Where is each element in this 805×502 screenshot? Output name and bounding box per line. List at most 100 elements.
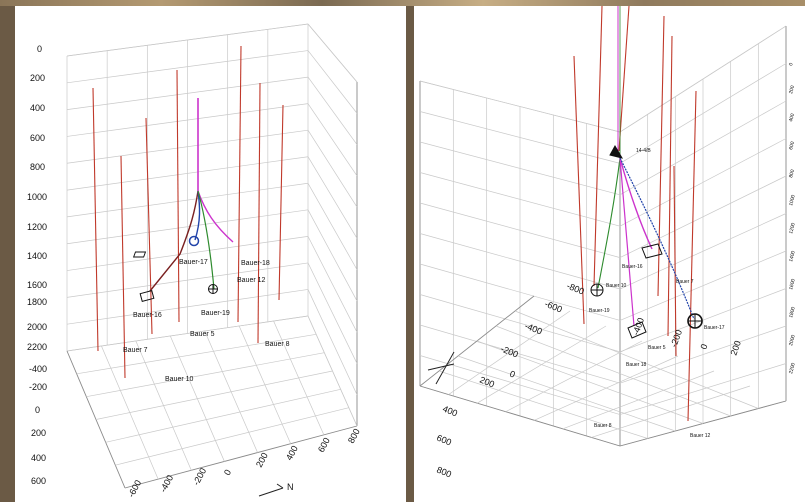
- well-label-bauer-7: Bauer 7: [676, 279, 694, 285]
- right-3d-view[interactable]: 14-4/B Bauer-16 Bauer 7 Bauer 10 Bauer-1…: [414, 6, 805, 502]
- well-label-bauer-19: Bauer-19: [201, 310, 230, 317]
- depth-tick: 1400: [27, 251, 47, 261]
- depth-tick: 1400: [788, 250, 797, 263]
- floor-tick: -200: [668, 328, 684, 348]
- left-trajectories: [149, 98, 234, 292]
- x-tick: -400: [158, 473, 175, 494]
- depth-tick: 2000: [27, 322, 47, 332]
- grid-line: [307, 289, 358, 395]
- right-well-labels: 14-4/B Bauer-16 Bauer 7 Bauer 10 Bauer-1…: [589, 148, 725, 439]
- left-well-markers: [132, 235, 218, 303]
- well-label-bauer-10: Bauer 10: [606, 283, 627, 289]
- well-label-bauer-18: Bauer 18: [626, 362, 647, 368]
- x-tick: 200: [254, 451, 270, 469]
- grid-line: [457, 355, 676, 432]
- left-casing-lines: [92, 45, 284, 379]
- depth-tick: 2200: [27, 342, 47, 352]
- right-trajectories: [597, 6, 695, 327]
- right-well-markers: [590, 144, 703, 339]
- svg-text:N: N: [287, 482, 294, 492]
- depth-tick: 400: [788, 113, 796, 123]
- well-label-bauer-17: Bauer-17: [179, 259, 208, 266]
- grid-line: [95, 370, 333, 420]
- floor-tick: 200: [728, 339, 743, 357]
- x-tick: 600: [316, 436, 332, 454]
- north-arrow-icon: [427, 351, 455, 385]
- floor-tick: 0: [698, 343, 709, 351]
- depth-tick: 1800: [788, 306, 797, 319]
- x-tick: -600: [126, 478, 143, 499]
- grid-line: [307, 76, 358, 145]
- grid-line: [307, 156, 358, 239]
- grid-line: [307, 50, 358, 114]
- grid-line: [307, 129, 358, 208]
- depth-tick: 1600: [27, 280, 47, 290]
- grid-line: [307, 23, 358, 83]
- depth-tick: 200: [788, 85, 796, 95]
- right-casing-lines: [573, 6, 697, 422]
- depth-tick: 1200: [27, 222, 47, 232]
- depth-tick: 1200: [788, 222, 797, 235]
- grid-line: [438, 370, 648, 439]
- depth-tick: 400: [30, 103, 45, 113]
- depth-tick: 2000: [788, 334, 797, 347]
- left-well-labels: Bauer-17 Bauer-18 Bauer 12 Bauer-19 Baue…: [123, 259, 290, 383]
- right-depth-axis: 0 200 400 600 800 1000 1200 1400 1600 1800 2000 220…: [788, 62, 797, 374]
- left-floor-grid: [66, 320, 358, 489]
- well-label-bauer-5: Bauer 5: [648, 345, 666, 351]
- floor-tick: 400: [441, 404, 459, 419]
- grid-line: [76, 333, 317, 375]
- well-label-bauer-10: Bauer 10: [165, 376, 194, 383]
- well-head-label: 14-4/B: [636, 148, 651, 154]
- y-tick: 600: [31, 476, 46, 486]
- x-tick: 0: [222, 468, 233, 477]
- floor-tick: 800: [435, 465, 453, 480]
- grid-line: [307, 262, 358, 364]
- well-label-bauer-16: Bauer-16: [133, 312, 162, 319]
- grid-line: [86, 352, 325, 398]
- window-top-strip: [0, 0, 805, 6]
- grid-line: [307, 209, 358, 302]
- y-tick: 0: [35, 405, 40, 415]
- x-tick: 800: [346, 427, 362, 445]
- right-3d-plot: 14-4/B Bauer-16 Bauer 7 Bauer 10 Bauer-1…: [419, 6, 797, 480]
- grid-line: [307, 183, 358, 270]
- left-back-wall-grid: [66, 23, 309, 352]
- x-tick: 400: [284, 444, 300, 462]
- depth-tick: 800: [30, 162, 45, 172]
- floor-tick: 0: [508, 369, 516, 380]
- left-y-axis: -400 -200 0 200 400 600: [29, 364, 47, 486]
- depth-tick: 2200: [788, 362, 797, 375]
- left-depth-axis: 0 200 400 600 800 1000 1200 1400 1600 18…: [27, 44, 47, 352]
- left-3d-view[interactable]: Bauer-17 Bauer-18 Bauer 12 Bauer-19 Baue…: [15, 6, 406, 502]
- depth-tick: 1600: [788, 278, 797, 291]
- floor-tick: -400: [523, 321, 543, 337]
- floor-tick: 600: [435, 433, 453, 448]
- well-label-bauer-8: Bauer 8: [265, 341, 290, 348]
- well-label-bauer-17: Bauer-17: [704, 325, 725, 331]
- right-back-wall-grid: [419, 25, 787, 447]
- right-floor-axis-1: 800 600 400 200 0 -200 -400 -600 -800: [435, 281, 585, 480]
- y-tick: 400: [31, 453, 46, 463]
- grid-line: [495, 325, 731, 417]
- y-tick: -400: [29, 364, 47, 374]
- depth-tick: 0: [37, 44, 42, 54]
- grid-line: [307, 236, 358, 333]
- depth-tick: 800: [788, 169, 796, 179]
- depth-tick: 600: [788, 141, 796, 151]
- grid-line: [105, 388, 341, 443]
- depth-tick: 1800: [27, 297, 47, 307]
- north-arrow-icon: N: [258, 482, 294, 497]
- grid-line: [476, 340, 704, 424]
- y-tick: 200: [31, 428, 46, 438]
- well-label-bauer-12: Bauer 12: [690, 433, 711, 439]
- grid-line: [307, 103, 358, 177]
- left-3d-plot: Bauer-17 Bauer-18 Bauer 12 Bauer-19 Baue…: [27, 23, 362, 499]
- depth-tick: 1000: [27, 192, 47, 202]
- well-label-bauer-16: Bauer-16: [622, 264, 643, 270]
- depth-tick: 1000: [788, 194, 797, 207]
- depth-tick: 600: [30, 133, 45, 143]
- well-label-bauer-8: Bauer 8: [594, 423, 612, 429]
- well-label-bauer-7: Bauer 7: [123, 347, 148, 354]
- well-label-bauer-19: Bauer-19: [589, 308, 610, 314]
